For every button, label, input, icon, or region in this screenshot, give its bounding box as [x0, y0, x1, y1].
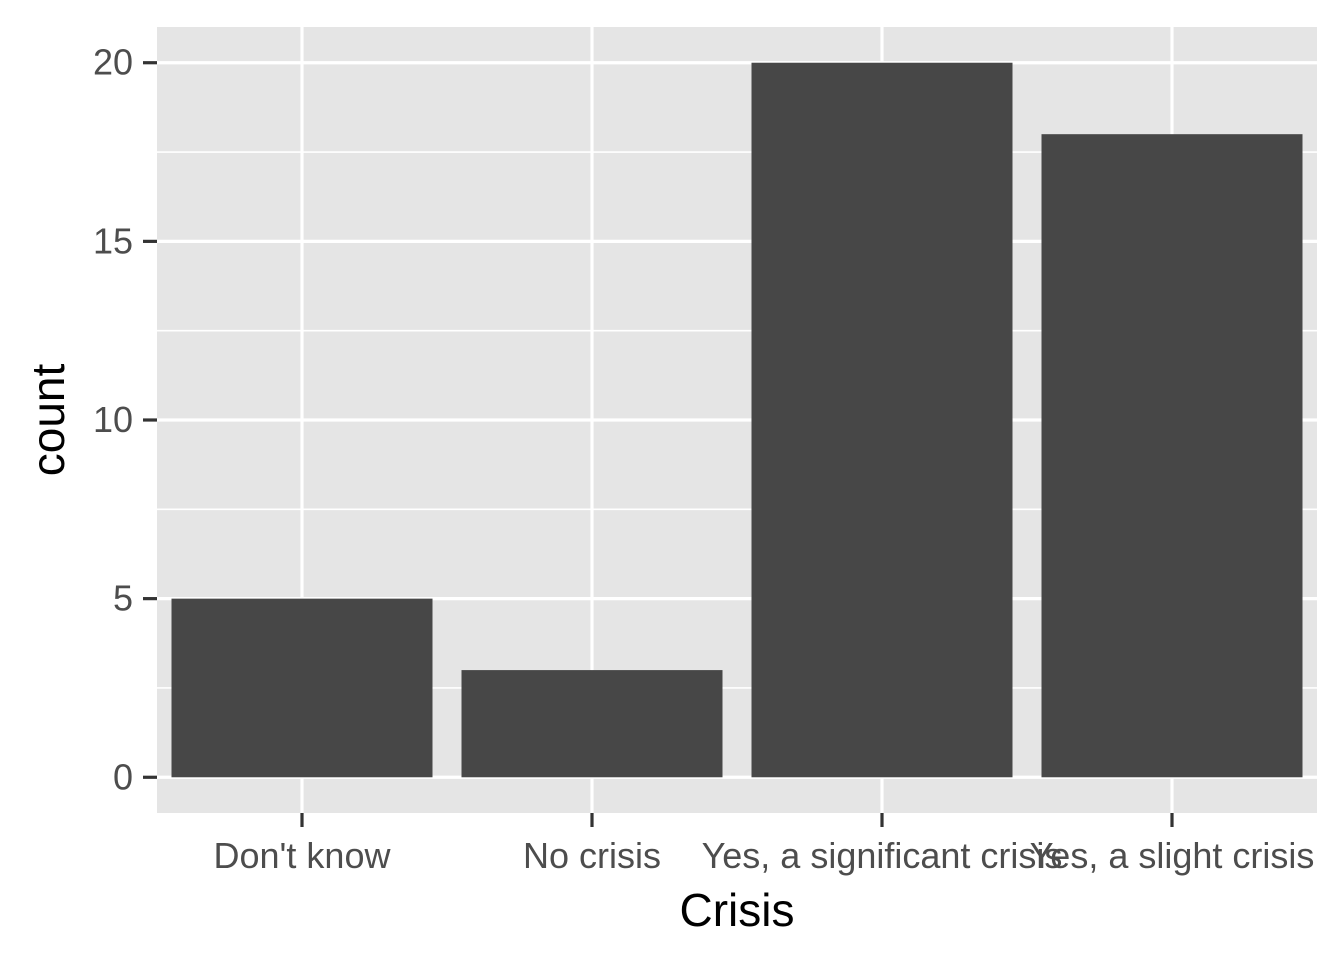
bars [171, 62, 1303, 778]
y-tick-label: 20 [93, 42, 133, 83]
x-tick-label: Don't know [214, 835, 392, 876]
y-tick-label: 5 [113, 578, 133, 619]
bar [751, 62, 1013, 778]
y-tick-label: 15 [93, 220, 133, 261]
bar [461, 670, 723, 778]
x-tick-label: Yes, a slight crisis [1030, 835, 1315, 876]
x-axis-title: Crisis [680, 884, 795, 936]
y-tick-label: 10 [93, 399, 133, 440]
x-tick-label: Yes, a significant crisis [702, 835, 1063, 876]
x-tick-label: No crisis [523, 835, 661, 876]
bar [171, 598, 433, 778]
bar [1041, 134, 1303, 778]
y-axis-title: count [22, 364, 74, 477]
y-tick-label: 0 [113, 756, 133, 797]
y-axis: 0 5 10 15 20 [93, 42, 157, 797]
x-axis: Don't know No crisis Yes, a significant cr… [214, 813, 1315, 876]
